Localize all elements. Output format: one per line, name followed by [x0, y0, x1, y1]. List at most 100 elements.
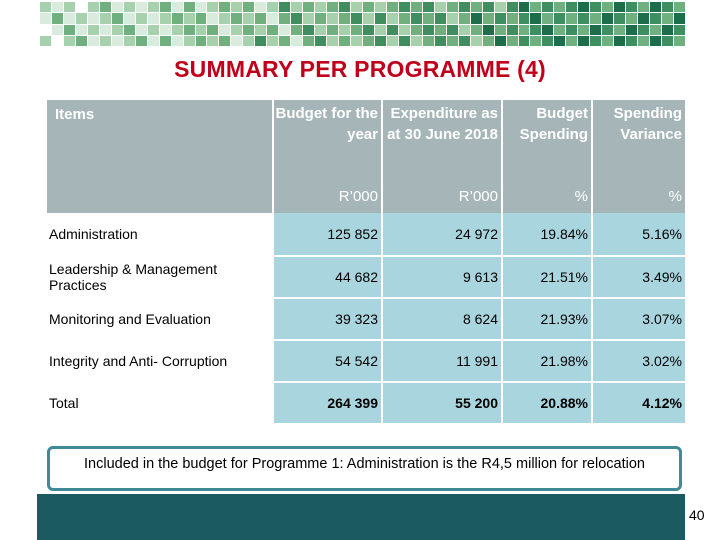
- pattern-square: [530, 13, 542, 24]
- pattern-square: [542, 13, 554, 24]
- table-header-row: Items Budget for the year R’000 Expendit…: [47, 100, 685, 213]
- pattern-square: [135, 35, 147, 46]
- pattern-square: [219, 35, 231, 46]
- row-label: Monitoring and Evaluation: [47, 299, 274, 341]
- pattern-square: [291, 24, 303, 35]
- pattern-square: [363, 2, 374, 13]
- pattern-square: [422, 35, 434, 46]
- pattern-square: [207, 35, 219, 46]
- pattern-square: [398, 35, 410, 46]
- row-expenditure: 8 624: [383, 299, 503, 341]
- pattern-square: [662, 35, 674, 46]
- pattern-square: [159, 2, 171, 13]
- pattern-square: [482, 2, 494, 13]
- pattern-square: [303, 2, 315, 13]
- pattern-square: [207, 2, 219, 13]
- pattern-square: [422, 13, 434, 24]
- pattern-square: [351, 2, 362, 13]
- pattern-square: [374, 13, 386, 24]
- pattern-square: [602, 13, 614, 24]
- pattern-square: [159, 35, 171, 46]
- pattern-square: [494, 24, 506, 35]
- pattern-square: [195, 35, 207, 46]
- pattern-square: [279, 35, 291, 46]
- header-budget-cell: Budget for the year R’000: [274, 100, 383, 213]
- row-label: Leadership & Management Practices: [47, 257, 274, 299]
- pattern-square: [219, 2, 231, 13]
- pattern-square: [446, 24, 458, 35]
- header-spending-variance-cell: Spending Variance %: [593, 100, 685, 213]
- pattern-square: [315, 13, 327, 24]
- pattern-square: [458, 35, 470, 46]
- pattern-square: [75, 2, 87, 13]
- row-expenditure: 24 972: [383, 213, 503, 257]
- pattern-square: [159, 24, 171, 35]
- pattern-square: [638, 2, 650, 13]
- row-budget-spending: 19.84%: [503, 213, 593, 257]
- pattern-square: [75, 24, 87, 35]
- row-budget-spending: 21.98%: [503, 341, 593, 383]
- pattern-square: [470, 24, 482, 35]
- row-spending-variance: 5.16%: [593, 213, 685, 257]
- pattern-square: [147, 24, 159, 35]
- pattern-square: [231, 2, 243, 13]
- pattern-square: [339, 13, 351, 24]
- pattern-square: [614, 2, 626, 13]
- header-items: Items: [47, 100, 274, 213]
- row-budget-spending: 21.51%: [503, 257, 593, 299]
- pattern-square: [554, 24, 566, 35]
- pattern-square: [279, 24, 291, 35]
- pattern-square: [434, 2, 446, 13]
- pattern-square: [554, 13, 566, 24]
- decorative-pattern: [40, 2, 685, 46]
- row-spending-variance: 3.02%: [593, 341, 685, 383]
- pattern-square: [51, 24, 63, 35]
- pattern-square: [327, 24, 339, 35]
- pattern-square: [135, 2, 147, 13]
- pattern-square: [135, 24, 147, 35]
- pattern-square: [650, 35, 662, 46]
- pattern-square: [243, 13, 255, 24]
- pattern-square: [183, 35, 195, 46]
- note-box: Included in the budget for Programme 1: …: [47, 446, 682, 491]
- pattern-square: [183, 24, 195, 35]
- pattern-square: [111, 13, 123, 24]
- table-row: Administration 125 852 24 972 19.84% 5.1…: [47, 213, 685, 257]
- pattern-square: [327, 13, 339, 24]
- pattern-square: [99, 2, 111, 13]
- pattern-square: [662, 2, 674, 13]
- pattern-square: [578, 35, 590, 46]
- pattern-square: [87, 13, 99, 24]
- summary-table: Items Budget for the year R’000 Expendit…: [47, 100, 685, 425]
- pattern-square: [243, 2, 255, 13]
- header-budget-spending: Budget Spending: [519, 105, 588, 143]
- pattern-square: [339, 35, 351, 46]
- pattern-square: [363, 35, 374, 46]
- pattern-square: [518, 2, 530, 13]
- pattern-square: [566, 35, 578, 46]
- pattern-square: [374, 24, 386, 35]
- pattern-square: [626, 35, 638, 46]
- pattern-square: [506, 13, 518, 24]
- pattern-square: [243, 24, 255, 35]
- pattern-square: [434, 13, 446, 24]
- pattern-square: [446, 13, 458, 24]
- pattern-square: [40, 24, 51, 35]
- pattern-square: [590, 13, 602, 24]
- row-expenditure: 55 200: [383, 383, 503, 425]
- row-budget: 39 323: [274, 299, 383, 341]
- pattern-square: [40, 35, 51, 46]
- pattern-square: [255, 13, 267, 24]
- pattern-square: [243, 35, 255, 46]
- pattern-square: [410, 24, 422, 35]
- pattern-square: [554, 35, 566, 46]
- pattern-square: [231, 13, 243, 24]
- pattern-square: [279, 2, 291, 13]
- pattern-square: [626, 13, 638, 24]
- pattern-square: [51, 2, 63, 13]
- pattern-square: [147, 2, 159, 13]
- row-budget: 44 682: [274, 257, 383, 299]
- pattern-square: [87, 2, 99, 13]
- pattern-square: [386, 13, 398, 24]
- pattern-square: [351, 13, 362, 24]
